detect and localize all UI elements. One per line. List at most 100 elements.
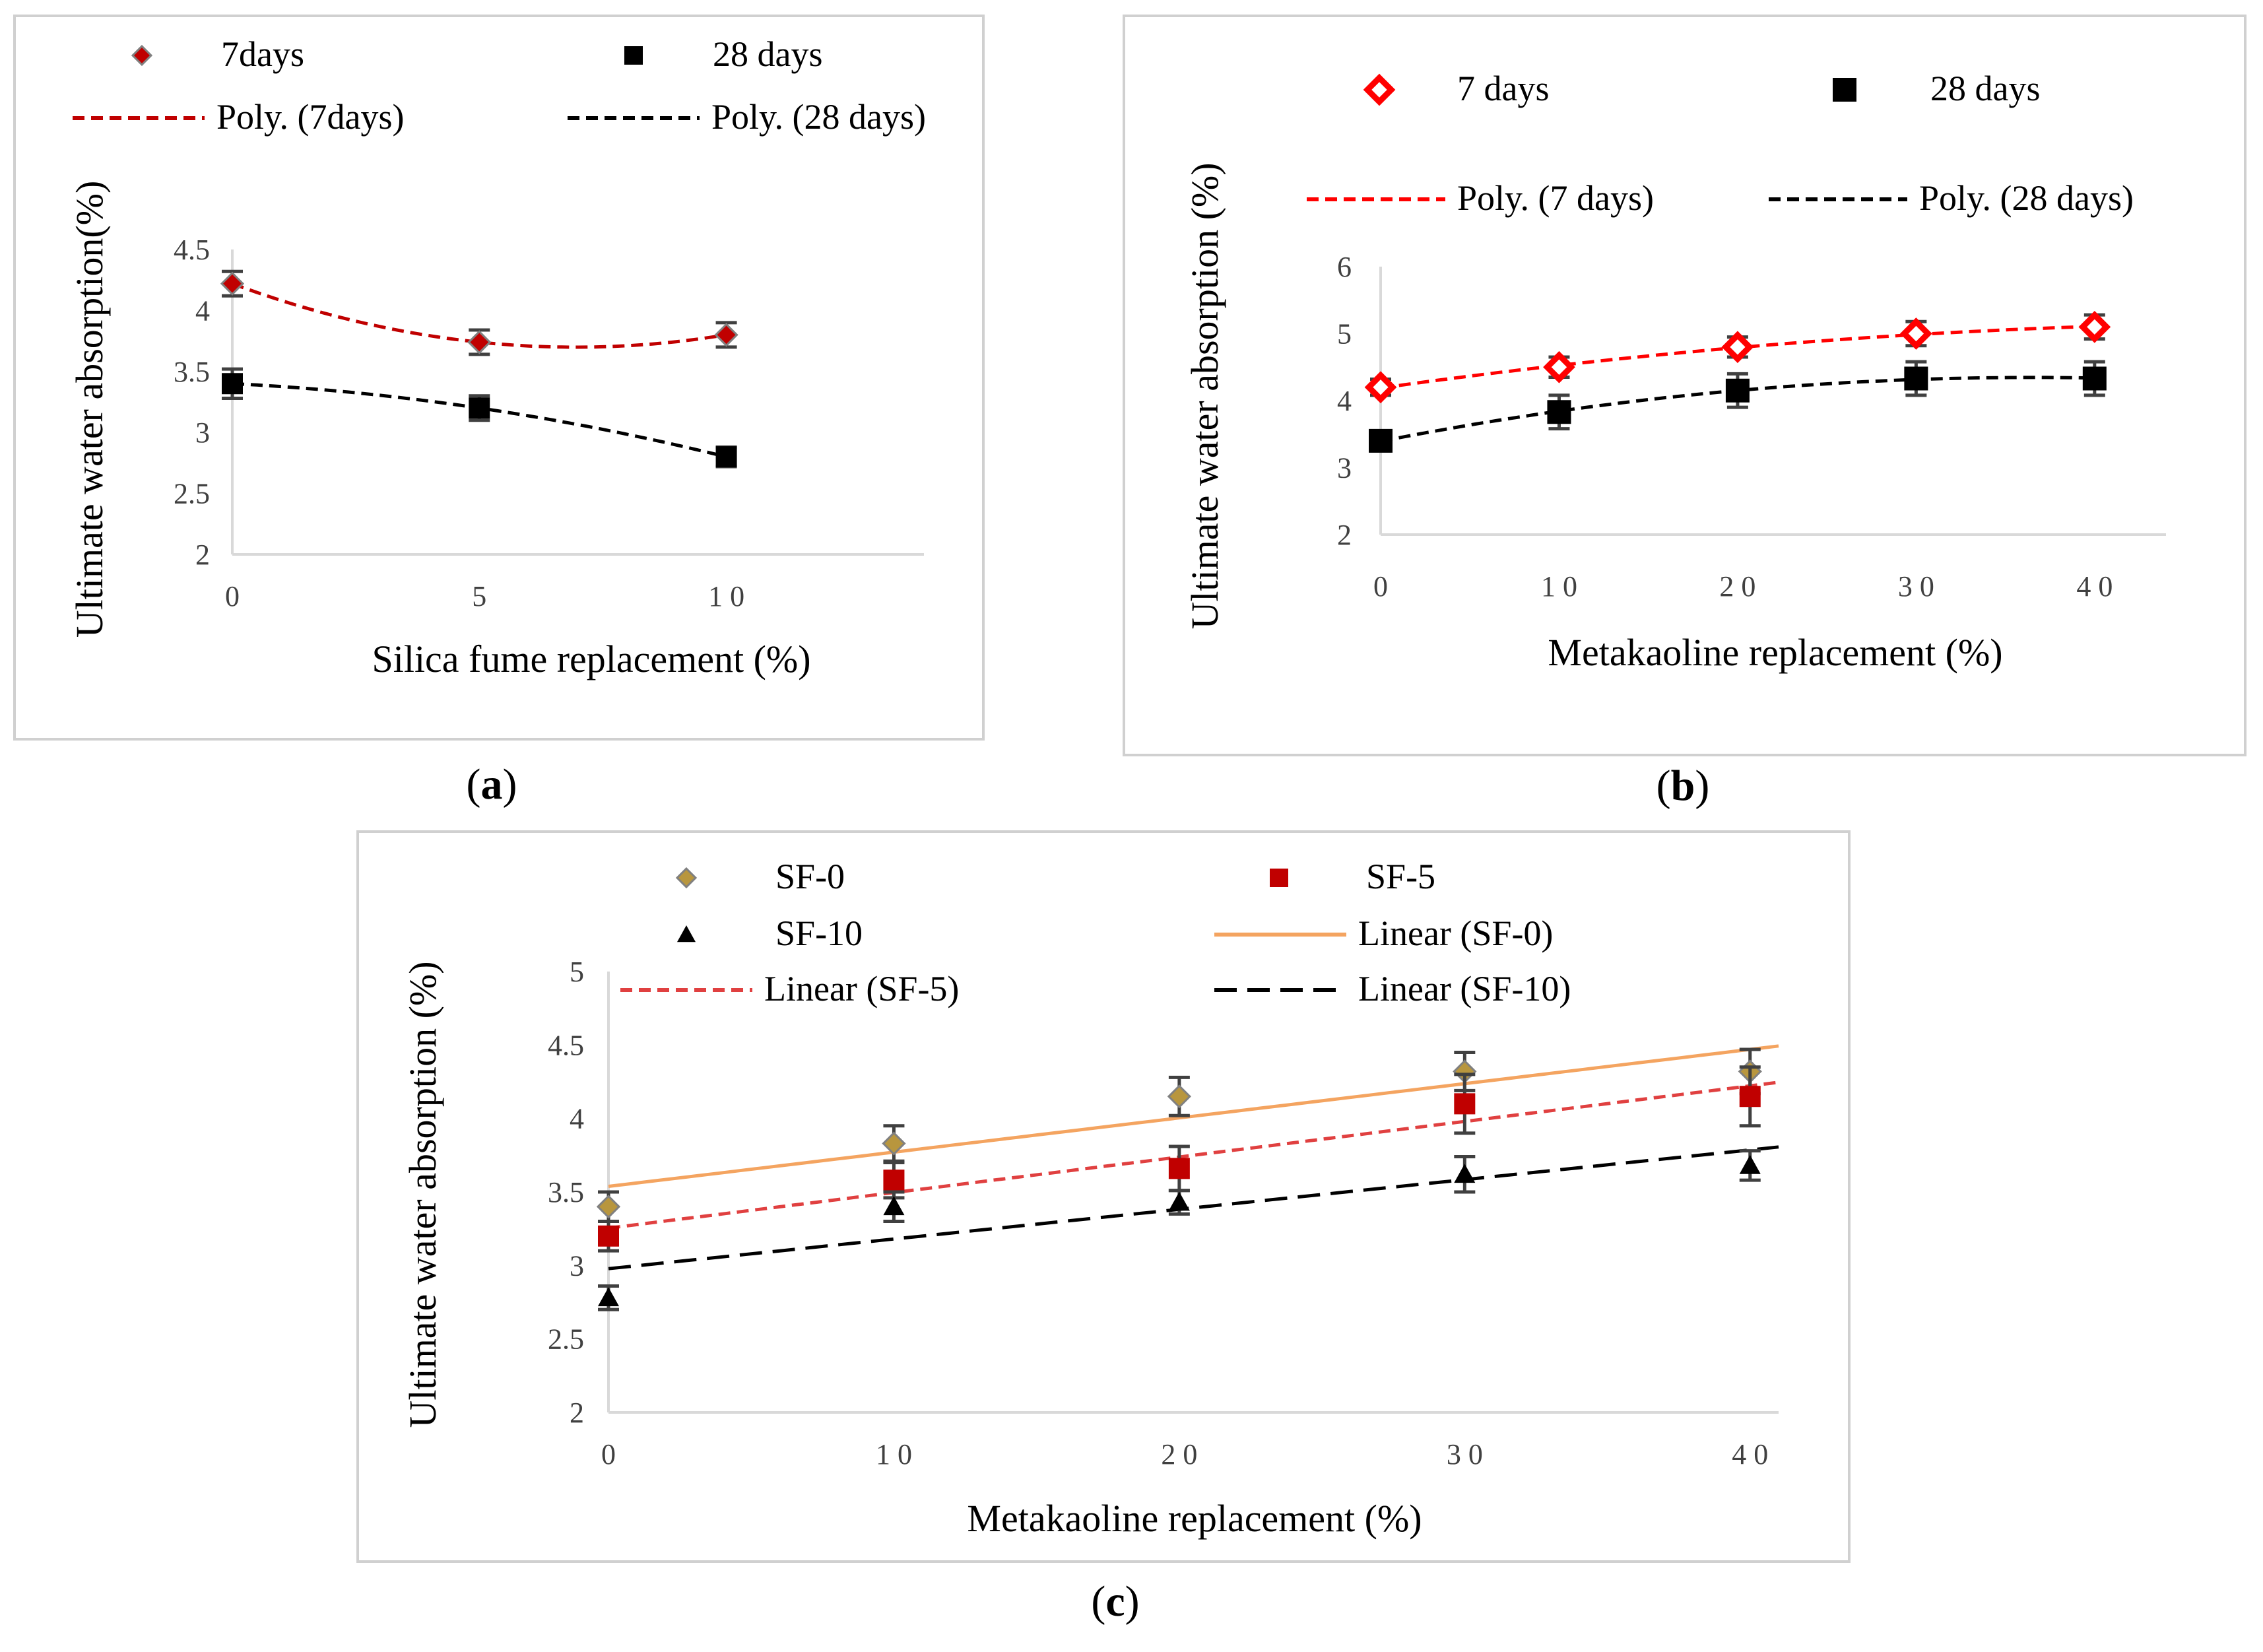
y-tick-label: 2	[195, 539, 210, 571]
data-point	[1899, 317, 1932, 350]
data-point	[467, 330, 492, 354]
legend-label: SF-0	[775, 857, 845, 896]
data-point	[1454, 1164, 1476, 1183]
trendline	[608, 1044, 1779, 1188]
data-point	[883, 1196, 905, 1216]
y-tick-label: 2.5	[174, 478, 210, 510]
panel-frame	[356, 830, 1851, 1563]
legend-marker	[624, 46, 643, 65]
y-tick-label: 4	[195, 294, 210, 327]
y-axis-title: Ultimate water absorption (%)	[1183, 162, 1226, 629]
panel-frame	[13, 15, 985, 741]
legend-marker	[675, 867, 698, 889]
legend-label: Poly. (28 days)	[1919, 178, 2134, 218]
x-tick-label: 3 0	[1447, 1438, 1483, 1470]
legend-label: SF-10	[775, 913, 863, 953]
data-point	[1454, 1093, 1476, 1115]
data-point	[1739, 1154, 1761, 1174]
x-tick-label: 3 0	[1898, 570, 1934, 603]
y-tick-label: 6	[1337, 251, 1352, 283]
legend-label: Poly. (7 days)	[1457, 178, 1654, 218]
series-sf-5	[598, 1065, 1761, 1253]
legend-marker	[131, 44, 153, 67]
series-28-days	[1369, 360, 2107, 453]
legend-label: SF-5	[1366, 857, 1435, 896]
y-tick-label: 3.5	[174, 356, 210, 388]
data-point	[1721, 331, 1754, 364]
x-axis-title: Metakaoline replacement (%)	[1548, 631, 2002, 674]
trendline	[608, 1080, 1779, 1230]
data-point	[714, 323, 738, 347]
x-tick-label: 4 0	[1732, 1438, 1768, 1470]
data-point	[1543, 350, 1575, 383]
y-tick-label: 4.5	[548, 1029, 584, 1061]
chart-panel-b: 2 3 4 5 6 0 1 0 2 0 3 0 4 0 Metakaoline replacemen…	[1123, 15, 2247, 810]
legend-label: Linear (SF-0)	[1358, 913, 1553, 953]
y-tick-label: 5	[1337, 318, 1352, 350]
series-sf-10	[598, 1149, 1761, 1311]
legend-label: Poly. (7days)	[216, 97, 404, 137]
series-28-days	[222, 367, 737, 469]
y-tick-label: 4	[1337, 385, 1352, 417]
x-tick-label: 0	[601, 1438, 616, 1470]
legend-marker	[1363, 73, 1396, 106]
x-tick-label: 0	[1373, 570, 1388, 603]
legend-label: 7 days	[1457, 69, 1549, 108]
x-tick-label: 2 0	[1161, 1438, 1197, 1470]
legend-label: Linear (SF-10)	[1358, 969, 1571, 1008]
legend-label: 28 days	[1930, 69, 2040, 108]
data-point	[596, 1195, 621, 1219]
data-point	[222, 373, 243, 395]
data-point	[1369, 428, 1393, 453]
data-point	[1725, 378, 1750, 403]
y-tick-label: 4	[570, 1103, 584, 1135]
data-point	[1547, 400, 1571, 424]
data-point	[220, 271, 245, 296]
data-point	[1364, 371, 1397, 404]
y-axis-title: Ultimate water absorption (%)	[401, 961, 444, 1428]
y-tick-label: 3	[570, 1249, 584, 1282]
y-tick-label: 2	[570, 1397, 584, 1429]
legend: 7 days 28 days Poly. (7 days) Poly. (28 day…	[1307, 69, 2134, 218]
legend: SF-0 SF-5 SF-10 Linear (SF-0) Linear (SF-5) L…	[620, 857, 1571, 1008]
data-point	[1167, 1084, 1192, 1109]
y-tick-label: 3	[195, 416, 210, 449]
legend-marker	[1270, 869, 1288, 887]
data-point	[882, 1131, 906, 1156]
data-point	[1168, 1158, 1190, 1179]
legend: 7days 28 days Poly. (7days) Poly. (28 days)	[73, 34, 926, 137]
data-point	[1904, 366, 1928, 391]
legend-marker	[1833, 78, 1856, 102]
x-tick-label: 5	[472, 580, 486, 612]
panel-caption: (a)	[467, 760, 517, 809]
x-tick-label: 1 0	[708, 580, 744, 612]
data-point	[598, 1287, 619, 1307]
y-tick-label: 5	[570, 956, 584, 988]
y-tick-label: 4.5	[174, 234, 210, 266]
chart-panel-a: 2 2.5 3 3.5 4 4.5 0 5 1 0 Silica fume replacement…	[13, 15, 985, 809]
y-axis-title: Ultimate water absorption(%)	[68, 181, 111, 638]
data-point	[715, 446, 737, 468]
y-tick-label: 3.5	[548, 1176, 584, 1208]
legend-label: Linear (SF-5)	[764, 969, 959, 1008]
legend-label: 7days	[221, 34, 304, 74]
legend-label: 28 days	[713, 34, 822, 74]
x-tick-label: 2 0	[1719, 570, 1755, 603]
x-tick-label: 1 0	[876, 1438, 912, 1470]
data-point	[1739, 1086, 1761, 1107]
panel-frame	[1123, 15, 2247, 756]
data-point	[2082, 366, 2107, 391]
x-axis-title: Silica fume replacement (%)	[372, 638, 810, 680]
x-tick-label: 0	[225, 580, 240, 612]
data-point	[883, 1170, 905, 1191]
data-point	[2078, 310, 2111, 343]
series-7days	[220, 269, 738, 356]
series-7-days	[1364, 310, 2111, 404]
data-point	[598, 1225, 619, 1247]
y-tick-label: 2	[1337, 519, 1352, 551]
y-tick-label: 3	[1337, 452, 1352, 484]
panel-caption: (c)	[1091, 1577, 1139, 1626]
data-point	[469, 397, 490, 419]
legend-marker	[677, 925, 696, 942]
